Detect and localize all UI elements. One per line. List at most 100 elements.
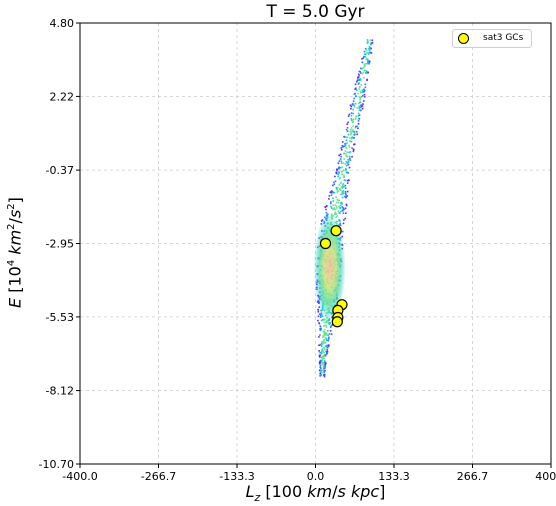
density-pixel bbox=[324, 361, 326, 364]
density-pixel bbox=[326, 349, 329, 351]
density-pixel bbox=[324, 342, 327, 344]
density-pixel bbox=[331, 190, 334, 193]
density-pixel bbox=[358, 70, 361, 73]
density-pixel bbox=[333, 181, 335, 184]
legend-marker-sat3-gcs bbox=[458, 33, 469, 44]
density-pixel bbox=[322, 330, 325, 333]
density-pixel bbox=[338, 199, 340, 202]
density-pixel bbox=[343, 179, 346, 181]
density-pixel bbox=[366, 51, 369, 54]
density-pixel bbox=[322, 349, 324, 352]
density-pixel bbox=[363, 100, 365, 102]
density-pixel bbox=[352, 130, 355, 133]
density-pixel bbox=[323, 360, 326, 362]
density-pixel bbox=[321, 363, 324, 365]
density-pixel bbox=[329, 191, 332, 194]
density-pixel bbox=[343, 208, 345, 211]
density-pixel bbox=[329, 326, 332, 329]
density-pixel bbox=[345, 204, 348, 207]
density-pixel bbox=[346, 182, 349, 184]
density-pixel bbox=[329, 330, 332, 332]
density-pixel bbox=[335, 205, 338, 207]
density-pixel bbox=[365, 72, 368, 75]
density-pixel bbox=[341, 166, 344, 168]
density-pixel bbox=[358, 88, 360, 90]
density-pixel bbox=[323, 357, 325, 360]
density-pixel bbox=[328, 333, 331, 335]
density-pixel bbox=[350, 114, 353, 117]
density-pixel bbox=[341, 206, 344, 208]
density-pixel bbox=[342, 192, 345, 194]
density-pixel bbox=[352, 112, 355, 115]
x-tick-label: -266.7 bbox=[141, 470, 176, 483]
density-pixel bbox=[361, 89, 364, 92]
density-pixel bbox=[347, 159, 349, 161]
density-pixel bbox=[339, 222, 342, 225]
density-pixel bbox=[319, 325, 322, 328]
density-pixel bbox=[345, 193, 347, 196]
density-pixel bbox=[318, 336, 320, 338]
density-pixel bbox=[354, 87, 357, 90]
density-pixel bbox=[354, 118, 357, 121]
density-pixel bbox=[359, 79, 362, 81]
density-pixel bbox=[359, 86, 361, 88]
density-pixel bbox=[337, 162, 340, 165]
legend-label-sat3-gcs: sat3 GCs bbox=[483, 33, 524, 43]
gc-point bbox=[331, 316, 343, 328]
density-pixel bbox=[357, 76, 360, 78]
density-pixel bbox=[339, 207, 342, 210]
density-pixel bbox=[323, 339, 326, 341]
y-tick-label: -10.70 bbox=[39, 458, 74, 471]
density-pixel bbox=[340, 185, 343, 188]
density-pixel bbox=[336, 191, 339, 193]
density-pixel bbox=[320, 342, 323, 345]
density-pixel bbox=[339, 166, 342, 169]
density-pixel bbox=[323, 355, 326, 357]
density-pixel bbox=[351, 136, 354, 138]
chart-title: T = 5.0 Gyr bbox=[266, 2, 365, 22]
density-pixel bbox=[338, 171, 340, 173]
density-pixel bbox=[325, 350, 327, 353]
density-pixel bbox=[361, 107, 364, 110]
density-pixel bbox=[359, 90, 361, 93]
density-pixel bbox=[353, 106, 356, 108]
density-pixel bbox=[352, 148, 355, 151]
density-pixel bbox=[326, 351, 329, 353]
density-pixel bbox=[320, 329, 322, 331]
x-tick-label: 266.7 bbox=[457, 470, 489, 483]
density-pixel bbox=[333, 208, 336, 211]
density-pixel bbox=[322, 364, 325, 367]
density-pixel bbox=[344, 217, 347, 220]
density-pixel bbox=[341, 230, 344, 233]
density-pixel bbox=[323, 335, 325, 338]
density-pixel bbox=[355, 117, 357, 119]
density-pixel bbox=[354, 83, 357, 86]
density-pixel bbox=[325, 334, 327, 336]
density-pixel bbox=[326, 344, 329, 347]
density-pixel bbox=[318, 344, 320, 347]
density-pixel bbox=[322, 366, 325, 368]
density-pixel bbox=[328, 198, 330, 200]
density-pixel bbox=[319, 313, 322, 316]
density-pixel bbox=[339, 187, 341, 190]
density-pixel bbox=[349, 139, 351, 142]
density-pixel bbox=[370, 42, 372, 45]
density-pixel bbox=[351, 102, 354, 105]
density-pixel bbox=[321, 318, 324, 321]
density-pixel bbox=[342, 183, 345, 185]
density-pixel bbox=[348, 155, 351, 158]
density-pixel bbox=[368, 60, 371, 62]
density-pixel bbox=[323, 329, 326, 331]
density-pixel bbox=[322, 369, 324, 371]
density-pixel bbox=[322, 363, 325, 366]
density-pixel bbox=[343, 174, 345, 177]
density-pixel bbox=[345, 139, 348, 142]
density-pixel bbox=[341, 202, 343, 205]
density-pixel bbox=[360, 105, 363, 108]
density-pixel bbox=[357, 127, 359, 130]
density-pixel bbox=[342, 212, 345, 215]
density-pixel bbox=[349, 157, 351, 160]
density-pixel bbox=[371, 41, 374, 44]
density-pixel bbox=[358, 109, 361, 111]
density-pixel bbox=[364, 86, 367, 89]
